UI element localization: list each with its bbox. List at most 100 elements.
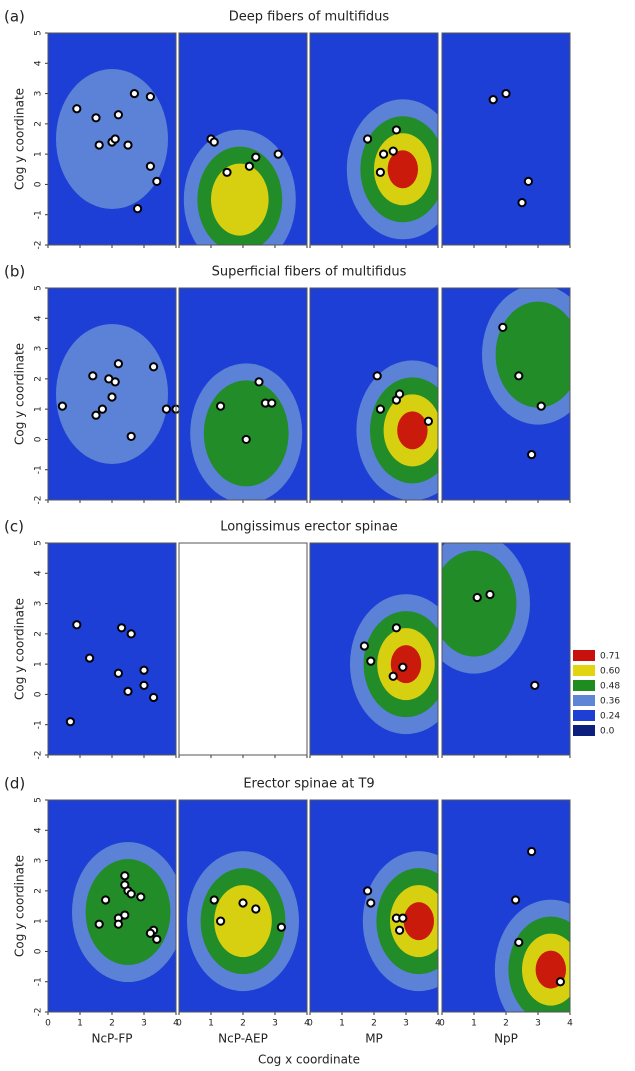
scatter-point — [161, 404, 172, 414]
scatter-point — [72, 104, 82, 114]
panel-label: (d) — [4, 775, 25, 793]
panel-label: (b) — [4, 263, 25, 281]
scatter-point — [145, 928, 156, 938]
legend-label: 0.24 — [600, 712, 620, 722]
scatter-point — [152, 176, 162, 186]
panel — [441, 799, 571, 1013]
scatter-point — [244, 161, 255, 171]
y-tick-label: 1 — [34, 151, 44, 157]
panel — [47, 32, 177, 246]
y-tick-label: 0 — [34, 436, 44, 442]
panel-name: MP — [365, 1032, 383, 1046]
x-tick-label: 0 — [176, 1019, 182, 1029]
scatter-point — [123, 686, 133, 696]
scatter-point — [395, 925, 405, 935]
row-title: Deep fibers of multifidus — [229, 10, 390, 25]
scatter-point — [517, 198, 527, 208]
panel-name: NpP — [494, 1032, 518, 1046]
legend-swatch — [573, 710, 595, 721]
scatter-point — [388, 671, 398, 681]
y-tick-label: -2 — [34, 241, 44, 250]
contour-field — [442, 33, 570, 245]
scatter-point — [523, 176, 534, 186]
contour-base — [442, 33, 570, 245]
x-tick-label: 4 — [173, 1019, 179, 1029]
contour-level — [442, 550, 517, 657]
legend-label: 0.36 — [600, 697, 620, 707]
panel-name: NcP-AEP — [218, 1032, 268, 1046]
scatter-point — [366, 898, 376, 908]
panel-frame — [178, 287, 308, 501]
scatter-point — [209, 137, 219, 147]
scatter-point — [527, 449, 537, 460]
scatter-point — [85, 653, 95, 663]
panel-frame — [47, 542, 177, 756]
legend-label: 0.0 — [600, 727, 615, 737]
contour-field — [442, 288, 570, 500]
scatter-point — [216, 916, 226, 926]
y-tick-label: -2 — [34, 496, 44, 505]
y-tick-label: 5 — [34, 797, 44, 803]
contour-level — [214, 885, 272, 958]
panel — [441, 287, 571, 501]
scatter-point — [398, 662, 408, 672]
legend-swatch — [573, 650, 595, 661]
scatter-point — [423, 416, 434, 426]
scatter-point — [276, 922, 287, 932]
y-tick-label: 2 — [34, 888, 44, 894]
y-tick-label: 2 — [34, 121, 44, 127]
x-axis-label: Cog x coordinate — [258, 1053, 360, 1067]
x-tick-label: 2 — [240, 1019, 246, 1029]
scatter-point — [120, 871, 130, 881]
scatter-point — [133, 204, 143, 214]
y-tick-label: 2 — [34, 631, 44, 637]
scatter-point — [126, 431, 136, 441]
scatter-point — [375, 167, 386, 177]
x-tick-label: 3 — [403, 1019, 409, 1029]
legend-swatch — [573, 725, 595, 736]
contour-field — [179, 288, 307, 500]
scatter-point — [514, 937, 524, 947]
scatter-point — [117, 623, 127, 633]
scatter-point — [391, 623, 402, 633]
scatter-point — [149, 692, 159, 703]
panel-frame — [178, 799, 308, 1013]
contour-field — [310, 288, 438, 500]
panel — [178, 799, 308, 1013]
legend-swatch — [573, 665, 595, 676]
scatter-point — [363, 886, 373, 896]
panel-frame — [309, 287, 439, 501]
y-tick-label: -1 — [34, 720, 44, 729]
y-tick-label: 3 — [34, 91, 44, 97]
y-tick-label: 4 — [34, 827, 44, 833]
scatter-point — [216, 401, 226, 411]
panel — [47, 542, 177, 756]
contour-field — [310, 543, 438, 755]
x-tick-label: 0 — [45, 1019, 51, 1029]
contour-level — [203, 380, 289, 487]
scatter-point — [267, 398, 277, 408]
scatter-point — [88, 371, 98, 381]
scatter-point — [113, 359, 124, 369]
y-tick-label: 5 — [34, 540, 44, 546]
row-title: Longissimus erector spinae — [220, 520, 398, 535]
panel — [47, 799, 177, 1013]
y-tick-label: -1 — [34, 465, 44, 474]
contour-level — [387, 150, 418, 189]
contour-field — [310, 33, 438, 245]
panel-frame — [441, 287, 571, 501]
scatter-point — [254, 377, 264, 387]
y-tick-label: 0 — [34, 691, 44, 697]
x-tick-label: 3 — [535, 1019, 541, 1029]
x-tick-label: 1 — [77, 1019, 83, 1029]
scatter-point — [113, 919, 124, 929]
panel — [309, 32, 439, 246]
y-tick-label: 1 — [34, 661, 44, 667]
y-tick-label: 1 — [34, 406, 44, 412]
scatter-point — [488, 95, 498, 105]
y-tick-label: -2 — [34, 751, 44, 760]
scatter-point — [388, 146, 398, 156]
y-tick-label: 4 — [34, 60, 44, 66]
panel — [309, 542, 439, 756]
